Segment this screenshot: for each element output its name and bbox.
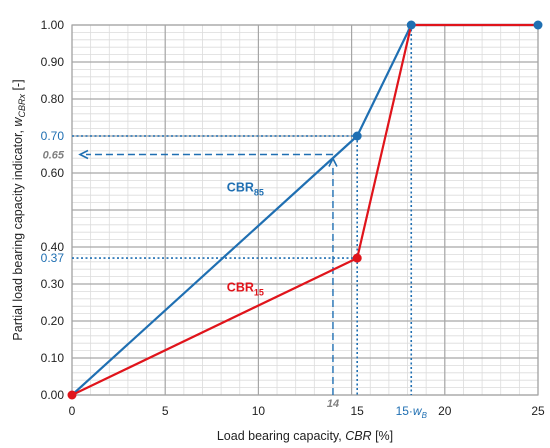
x-axis-title: Load bearing capacity, CBR [%]	[217, 429, 393, 443]
series-label-cbr15: CBR15	[227, 280, 264, 297]
series-line-cbr15	[71, 23, 538, 396]
y-tick-label: 1.00	[41, 18, 65, 32]
x-tick-label: 15	[351, 404, 365, 418]
arrow-left	[78, 149, 89, 160]
y-tick-label: 0.10	[41, 351, 65, 365]
data-point	[533, 20, 543, 30]
x-tick-label: 0	[69, 404, 76, 418]
data-point	[406, 20, 416, 30]
series-label-cbr85: CBR85	[227, 181, 264, 198]
x-tick-label-wb: 15·wB	[396, 404, 428, 420]
y-tick-label: 0.60	[41, 166, 65, 180]
y-tick-label: 0.80	[41, 92, 65, 106]
y-tick-label: 0.90	[41, 55, 65, 69]
tick-labels: 0.00 0.10 0.20 0.30 0.40 0.60 0.80 0.90 1.00 0 5 10…	[41, 18, 545, 420]
y-tick-label: 0.30	[41, 277, 65, 291]
y-tick-label: 0.40	[41, 240, 65, 254]
annotation-14: 14	[327, 398, 339, 410]
data-markers	[67, 20, 543, 400]
y-tick-label: 0.20	[41, 314, 65, 328]
x-tick-label: 10	[252, 404, 266, 418]
plot-frame	[71, 24, 539, 396]
data-point	[352, 131, 362, 141]
y-tick-label: 0.00	[41, 388, 65, 402]
annotation-037: 0.37	[41, 251, 65, 265]
annotation-070: 0.70	[41, 129, 65, 143]
series-lines	[71, 23, 538, 396]
x-tick-label: 25	[531, 404, 545, 418]
x-tick-label: 5	[162, 404, 169, 418]
data-point	[352, 253, 362, 263]
major-grid	[71, 24, 539, 396]
x-tick-label: 20	[438, 404, 452, 418]
data-point	[67, 390, 77, 400]
y-axis-title: Partial load bearing capacity indicator,…	[11, 79, 27, 340]
annotation-labels: 0.70 0.37 0.65 14 CBR85 CBR15	[41, 129, 339, 410]
annotation-065: 0.65	[43, 150, 65, 162]
